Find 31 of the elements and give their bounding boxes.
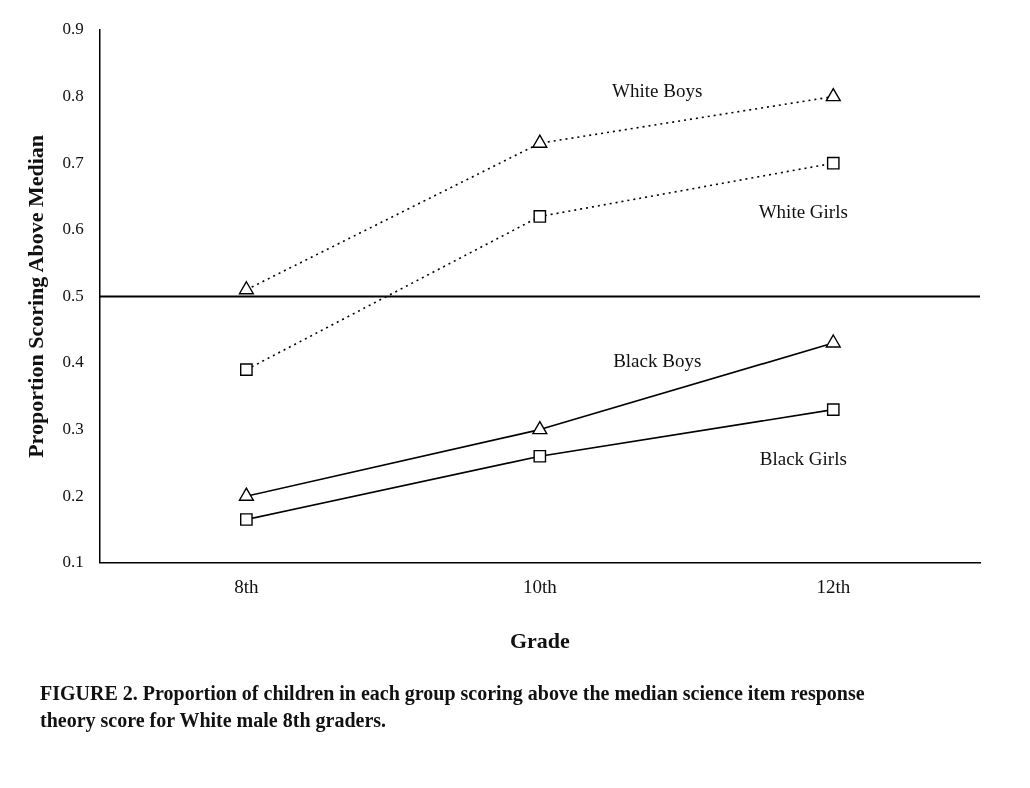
point xyxy=(826,403,840,416)
y-tick-label: 0.4 xyxy=(62,352,85,372)
series-label: White Girls xyxy=(758,201,848,223)
point xyxy=(238,487,254,501)
x-tick-label: 12th xyxy=(816,576,851,598)
point xyxy=(240,513,253,526)
point xyxy=(533,449,547,463)
y-tick-label: 0.6 xyxy=(62,219,84,239)
point xyxy=(825,334,841,348)
x-axis-title: Grade xyxy=(509,628,570,654)
point xyxy=(533,210,547,223)
series-label: Black Boys xyxy=(613,349,702,371)
point xyxy=(238,281,254,295)
point xyxy=(532,420,548,435)
point xyxy=(826,156,840,170)
y-tick-label: 0.9 xyxy=(62,19,84,39)
point xyxy=(532,134,548,148)
point xyxy=(240,363,253,377)
y-tick-label: 0.3 xyxy=(62,419,84,439)
point xyxy=(825,87,841,102)
x-tick-label: 10th xyxy=(522,576,558,598)
series-label: White Boys xyxy=(612,79,703,101)
series-label: Black Girls xyxy=(759,447,847,469)
y-tick-label: 0.8 xyxy=(62,86,84,106)
x-tick-label: 8th xyxy=(234,576,260,598)
y-tick-label: 0.1 xyxy=(62,552,84,572)
y-axis-title: Proportion Scoring Above Median xyxy=(22,134,48,458)
caption: FIGURE 2. Proportion of children in each group scoring above the median science item response theory score for White male 8th graders. xyxy=(40,681,866,734)
y-tick-label: 0.2 xyxy=(62,485,84,505)
y-tick-label: 0.7 xyxy=(62,152,85,172)
y-tick-label: 0.5 xyxy=(62,285,84,305)
